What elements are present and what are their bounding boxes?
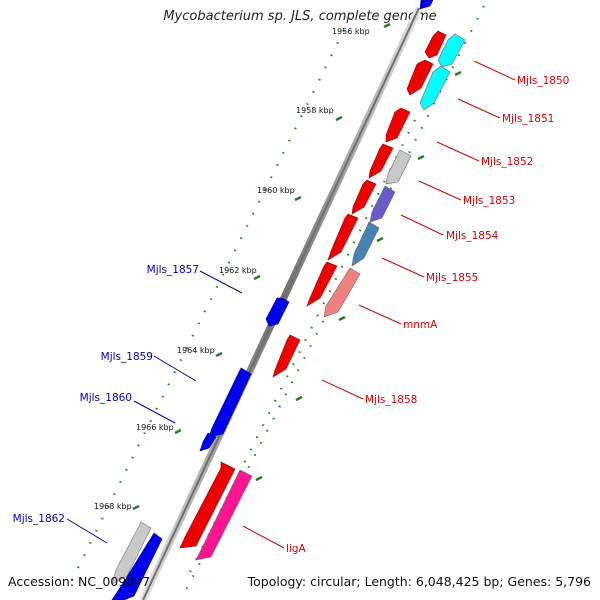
forward-labels: Mjls_1850 Mjls_1851 Mjls_1852 Mjls_1853 … xyxy=(286,75,569,555)
gene-label-mjls-1858[interactable]: Mjls_1858 xyxy=(365,394,417,406)
gene-label-mjls-1852[interactable]: Mjls_1852 xyxy=(481,156,533,168)
accession-label: Accession: NC_009077 xyxy=(8,574,151,589)
reverse-leaders xyxy=(66,270,243,544)
tick-mark-1964 xyxy=(215,351,223,358)
gene-feature[interactable] xyxy=(385,149,412,185)
gene-label-mjls-1851[interactable]: Mjls_1851 xyxy=(502,113,554,125)
tick-mark-1960 xyxy=(294,195,302,202)
gene-label-mjls-1850[interactable]: Mjls_1850 xyxy=(517,75,569,87)
gene-label-mjls-1860[interactable]: Mjls_1860 xyxy=(80,392,132,404)
gene-label-mjls-1853[interactable]: Mjls_1853 xyxy=(463,195,515,207)
tick-labels: 1956 kbp 1958 kbp 1960 kbp 1962 kbp 1964… xyxy=(94,27,370,511)
gene-feature[interactable] xyxy=(195,469,253,561)
topology-summary: Topology: circular; Length: 6,048,425 bp… xyxy=(247,574,591,589)
gene-feature[interactable] xyxy=(351,179,377,215)
gene-label-mjls-1859[interactable]: Mjls_1859 xyxy=(101,351,153,363)
tick-mark-outer xyxy=(295,395,303,402)
tick-mark-outer xyxy=(255,475,263,482)
gene-label-liga[interactable]: ligA xyxy=(286,543,306,555)
gene-feature[interactable] xyxy=(419,65,451,111)
tick-mark-1962 xyxy=(253,274,261,281)
gene-label-mjls-1857[interactable]: Mjls_1857 xyxy=(147,264,199,276)
reverse-genes xyxy=(111,0,434,600)
map-title: Mycobacterium sp. JLS, complete genome xyxy=(163,9,437,24)
tick-mark-1958 xyxy=(335,115,343,122)
forward-genes xyxy=(179,30,447,549)
gene-feature[interactable] xyxy=(272,334,301,378)
gene-feature[interactable] xyxy=(111,521,152,585)
gene-label-mjls-1855[interactable]: Mjls_1855 xyxy=(426,272,478,284)
forward-leaders xyxy=(242,60,516,549)
gene-feature[interactable] xyxy=(419,0,434,10)
tick-label: 1956 kbp xyxy=(332,27,370,36)
tick-label: 1960 kbp xyxy=(257,186,295,195)
gene-feature[interactable] xyxy=(424,30,447,59)
tick-mark-outer xyxy=(338,315,346,322)
tick-mark-1966 xyxy=(174,428,182,435)
tick-mark-outer xyxy=(417,154,425,161)
tick-mark-1968 xyxy=(132,504,140,511)
tick-mark-outer xyxy=(454,70,462,77)
gene-feature[interactable] xyxy=(111,532,163,600)
gene-feature[interactable] xyxy=(385,107,411,143)
gene-feature[interactable] xyxy=(208,367,252,438)
forward-genes-outer xyxy=(195,33,466,561)
tick-mark-1956 xyxy=(383,22,391,29)
reverse-labels: Mjls_1857 Mjls_1859 Mjls_1860 Mjls_1862 xyxy=(13,264,199,525)
gene-feature[interactable] xyxy=(369,185,396,223)
tick-label: 1962 kbp xyxy=(219,266,257,275)
tick-mark-outer xyxy=(376,236,384,243)
tick-label: 1958 kbp xyxy=(296,106,334,115)
gene-feature[interactable] xyxy=(368,143,394,179)
tick-marks xyxy=(132,22,462,511)
gene-feature[interactable] xyxy=(327,213,359,261)
gene-feature[interactable] xyxy=(406,59,434,96)
gene-feature[interactable] xyxy=(306,261,338,307)
gene-feature[interactable] xyxy=(179,461,236,549)
gene-feature[interactable] xyxy=(265,297,290,327)
gene-label-mjls-1854[interactable]: Mjls_1854 xyxy=(446,230,499,242)
gene-feature[interactable] xyxy=(351,221,380,267)
gene-feature[interactable] xyxy=(199,432,217,452)
gene-feature[interactable] xyxy=(323,267,361,318)
tick-label: 1968 kbp xyxy=(94,502,132,511)
tick-label: 1964 kbp xyxy=(177,346,215,355)
gene-label-mjls-1862[interactable]: Mjls_1862 xyxy=(13,513,65,525)
tick-label: 1966 kbp xyxy=(136,423,174,432)
gene-label-mnma[interactable]: mnmA xyxy=(403,319,438,331)
